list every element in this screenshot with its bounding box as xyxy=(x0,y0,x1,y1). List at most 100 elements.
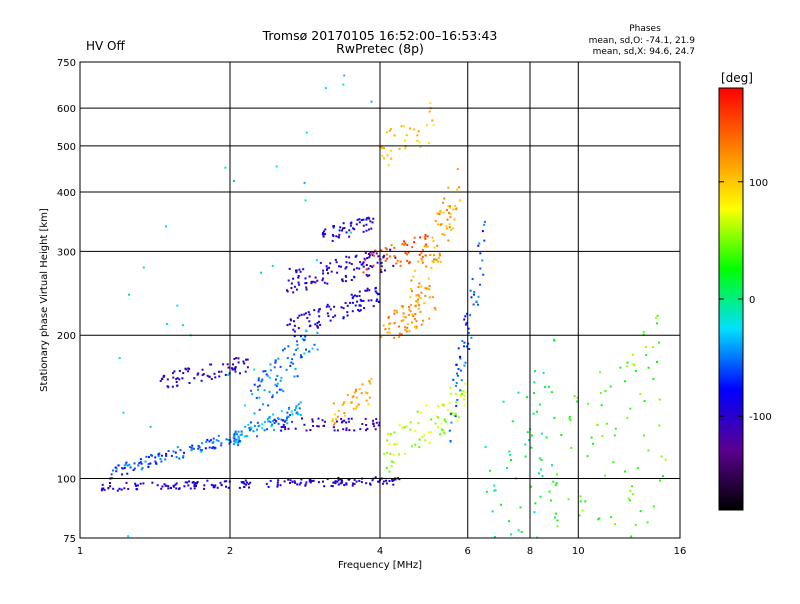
data-point xyxy=(313,343,316,346)
data-point xyxy=(415,327,418,329)
data-point xyxy=(338,236,340,239)
data-point xyxy=(188,446,191,448)
data-point xyxy=(280,426,283,429)
data-point xyxy=(365,429,367,432)
data-point xyxy=(294,427,297,430)
data-point xyxy=(358,388,361,391)
data-point xyxy=(517,391,520,394)
data-point xyxy=(312,280,315,283)
data-point xyxy=(382,480,385,483)
data-point xyxy=(343,74,346,77)
data-point xyxy=(326,267,329,270)
data-point xyxy=(283,420,286,423)
data-point xyxy=(278,388,281,391)
data-point xyxy=(137,464,140,467)
data-point xyxy=(214,484,217,487)
data-point xyxy=(428,431,431,434)
data-point xyxy=(643,400,646,403)
data-point xyxy=(313,309,316,312)
data-point xyxy=(366,427,369,430)
data-point xyxy=(423,236,426,238)
data-point xyxy=(263,429,266,432)
data-point xyxy=(511,420,514,423)
data-point xyxy=(493,489,496,492)
data-point xyxy=(439,433,442,436)
data-point xyxy=(598,517,601,520)
data-point xyxy=(258,396,261,399)
data-point xyxy=(389,255,391,258)
data-point xyxy=(360,481,363,484)
data-point xyxy=(237,430,240,433)
data-point xyxy=(362,224,365,227)
data-point xyxy=(138,462,141,465)
data-point xyxy=(430,418,433,421)
data-point xyxy=(469,289,472,292)
data-point xyxy=(275,385,278,387)
data-point xyxy=(385,131,388,134)
data-point xyxy=(465,391,468,394)
data-point xyxy=(442,201,444,204)
data-point xyxy=(222,363,225,366)
data-point xyxy=(414,325,416,328)
data-point xyxy=(224,373,227,376)
data-point xyxy=(195,482,198,485)
data-point xyxy=(312,479,315,482)
data-point xyxy=(389,322,392,325)
data-point xyxy=(418,438,421,441)
data-point xyxy=(188,480,191,483)
data-point xyxy=(472,303,475,306)
data-point xyxy=(369,251,372,253)
data-point xyxy=(345,275,347,278)
data-point xyxy=(454,204,457,207)
data-point xyxy=(178,457,181,460)
data-point xyxy=(360,392,363,395)
data-point xyxy=(420,323,423,326)
data-point xyxy=(291,358,294,361)
data-point xyxy=(441,403,444,406)
data-point xyxy=(114,466,117,469)
data-point xyxy=(210,483,213,486)
data-point xyxy=(269,363,272,366)
data-point xyxy=(253,368,256,371)
data-point xyxy=(297,413,300,416)
data-point xyxy=(100,489,103,492)
data-point xyxy=(360,219,363,222)
data-point xyxy=(456,420,459,423)
data-point xyxy=(656,361,658,363)
data-point xyxy=(414,304,417,307)
data-point xyxy=(581,509,584,512)
data-point xyxy=(235,357,238,359)
data-point xyxy=(187,484,190,487)
data-point xyxy=(374,286,377,289)
data-point xyxy=(182,454,185,457)
data-point xyxy=(533,392,536,394)
data-point xyxy=(236,433,238,436)
data-point xyxy=(430,431,433,434)
data-point xyxy=(279,365,282,368)
data-point xyxy=(652,378,655,380)
data-point xyxy=(434,258,437,261)
data-point xyxy=(403,139,406,142)
data-point xyxy=(658,341,661,344)
data-point xyxy=(282,419,285,422)
data-point xyxy=(191,481,194,484)
data-point xyxy=(187,367,190,370)
data-point xyxy=(402,319,405,322)
data-point xyxy=(376,261,379,264)
data-point xyxy=(354,294,356,297)
data-point xyxy=(345,266,348,269)
data-point xyxy=(432,240,435,242)
data-point xyxy=(451,411,454,414)
data-point xyxy=(290,282,293,285)
data-point xyxy=(448,206,451,209)
data-point xyxy=(271,264,274,267)
data-point xyxy=(322,232,324,234)
data-point xyxy=(285,368,288,371)
data-point xyxy=(556,519,559,522)
data-point xyxy=(346,304,349,307)
x-tick-label: 16 xyxy=(674,546,687,557)
data-point xyxy=(418,253,421,256)
data-point xyxy=(386,439,389,442)
data-point xyxy=(400,333,403,336)
data-point xyxy=(609,385,612,388)
